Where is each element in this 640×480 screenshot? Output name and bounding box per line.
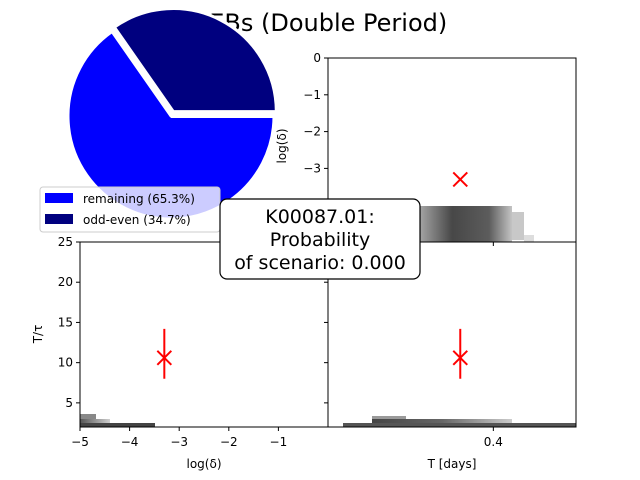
legend-label-odd-even: odd-even (34.7%) bbox=[83, 213, 191, 227]
panel-bottom-right: 0.4 T [days] bbox=[324, 241, 577, 471]
annotation-line-2: Probability bbox=[270, 229, 370, 251]
bottom-left-ytick-label: 10 bbox=[58, 356, 73, 370]
heatmap-top-right-edge-2 bbox=[524, 235, 534, 242]
legend-label-remaining: remaining (65.3%) bbox=[83, 192, 195, 206]
bottom-left-xtick-label: −3 bbox=[170, 435, 188, 449]
ylabel-top-right: log(δ) bbox=[275, 129, 289, 164]
xlabel-bottom-left: log(δ) bbox=[187, 457, 222, 471]
ylabel-bottom-left: T/τ bbox=[31, 325, 45, 345]
heatmap-bottom-left-2 bbox=[80, 419, 110, 424]
top-right-ytick-label: −2 bbox=[303, 125, 321, 139]
pie-chart bbox=[66, 7, 278, 221]
bottom-left-marker-cross-b bbox=[156, 350, 173, 366]
bottom-left-ytick-label: 5 bbox=[65, 396, 73, 410]
xlabel-bottom-right: T [days] bbox=[427, 457, 477, 471]
bottom-left-xtick-label: −4 bbox=[121, 435, 139, 449]
axes-frame-bottom-right bbox=[327, 241, 577, 428]
top-right-ytick-label: −3 bbox=[303, 161, 321, 175]
top-right-ytick-label: −1 bbox=[303, 88, 321, 102]
bottom-left-xtick-label: −5 bbox=[71, 435, 89, 449]
bottom-left-ytick-label: 15 bbox=[58, 315, 73, 329]
bottom-right-xtick-label: 0.4 bbox=[484, 435, 503, 449]
marker-bottom-left bbox=[156, 328, 173, 379]
legend-swatch-odd-even bbox=[45, 214, 73, 224]
heatmap-bottom-right-3 bbox=[343, 423, 576, 427]
heatmap-bottom-right-2 bbox=[372, 419, 512, 424]
top-right-ytick-label: 0 bbox=[313, 51, 321, 65]
top-right-marker-cross-b bbox=[452, 171, 468, 188]
annotation-line-3: of scenario: 0.000 bbox=[234, 252, 406, 274]
heatmap-top-right-edge bbox=[512, 212, 524, 240]
probability-annotation: K00087.01: Probability of scenario: 0.00… bbox=[219, 198, 421, 280]
heatmap-bottom-left-1 bbox=[80, 414, 96, 420]
annotation-box bbox=[219, 198, 421, 280]
bottom-left-xtick-label: −2 bbox=[220, 435, 238, 449]
panel-top-right: 0 −1 −2 −3 log(δ) bbox=[275, 51, 577, 246]
yticks-bottom-left: 25 20 15 10 5 bbox=[58, 235, 80, 410]
bottom-left-ytick-label: 20 bbox=[58, 275, 73, 289]
bottom-left-xtick-label: −1 bbox=[270, 435, 288, 449]
legend-swatch-remaining bbox=[45, 193, 73, 203]
heatmap-top-right-band bbox=[420, 206, 512, 242]
marker-top-right bbox=[452, 171, 468, 188]
xticks-bottom-right: 0.4 bbox=[484, 427, 503, 449]
legend: remaining (65.3%) odd-even (34.7%) bbox=[39, 186, 221, 233]
pie-slice-odd-even bbox=[112, 7, 278, 114]
bottom-right-marker-cross-b bbox=[452, 350, 468, 366]
xticks-bottom-left: −5 −4 −3 −2 −1 bbox=[71, 427, 287, 449]
yticks-top-right: 0 −1 −2 −3 bbox=[303, 51, 494, 246]
annotation-line-1: K00087.01: bbox=[265, 206, 375, 228]
heatmap-bottom-left-3 bbox=[80, 423, 155, 427]
bottom-left-ytick-label: 25 bbox=[58, 235, 73, 249]
marker-bottom-right bbox=[452, 328, 468, 379]
